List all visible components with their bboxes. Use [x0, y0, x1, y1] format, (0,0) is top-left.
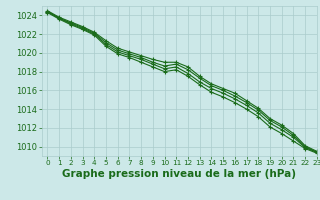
X-axis label: Graphe pression niveau de la mer (hPa): Graphe pression niveau de la mer (hPa): [62, 169, 296, 179]
